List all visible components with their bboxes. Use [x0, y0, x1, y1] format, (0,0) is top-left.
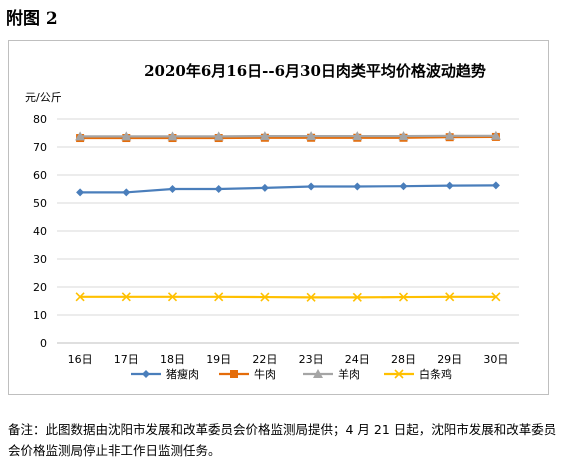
data-point	[214, 292, 224, 302]
legend-entry: 白条鸡	[384, 367, 452, 381]
x-tick-label: 22日	[252, 353, 277, 366]
line-chart: 2020年6月16日--6月30日肉类平均价格波动趋势 元/公斤 0 10 20 30…	[25, 62, 519, 381]
data-point	[491, 292, 501, 302]
data-point	[213, 131, 224, 141]
data-point	[260, 292, 270, 302]
data-point	[167, 131, 178, 141]
data-point	[259, 131, 270, 141]
data-point	[445, 181, 454, 190]
y-tick-label: 10	[33, 309, 47, 322]
data-point	[444, 130, 455, 140]
data-point	[491, 181, 500, 190]
y-tick-labels: 0 10 20 30 40 50 60 70 80	[33, 113, 47, 350]
data-point	[76, 188, 85, 197]
data-point	[167, 292, 178, 302]
x-tick-label: 28日	[391, 353, 416, 366]
legend-entry: 猪瘦肉	[131, 367, 199, 381]
legend-label: 猪瘦肉	[166, 367, 199, 381]
series-x	[75, 292, 501, 302]
y-tick-label: 30	[33, 253, 47, 266]
data-point	[307, 182, 316, 191]
y-tick-label: 0	[40, 337, 47, 350]
legend-marker	[230, 370, 238, 378]
data-point	[490, 130, 501, 140]
grid-lines	[57, 118, 519, 344]
series-diamond	[76, 181, 500, 197]
x-tick-label: 23日	[299, 353, 324, 366]
data-point	[398, 292, 409, 302]
legend-marker	[142, 370, 150, 378]
legend-entry: 羊肉	[303, 367, 360, 381]
series-line	[80, 295, 496, 299]
series-square	[76, 132, 500, 143]
y-tick-label: 70	[33, 141, 47, 154]
series-line	[80, 134, 496, 138]
x-tick-label: 24日	[345, 353, 370, 366]
data-point	[260, 183, 269, 192]
legend-label: 羊肉	[338, 367, 360, 381]
x-tick-label: 30日	[483, 353, 508, 366]
legend-entry: 牛肉	[219, 367, 276, 381]
series-lines	[75, 130, 501, 302]
y-tick-label: 60	[33, 169, 47, 182]
data-point	[398, 131, 409, 141]
data-point	[352, 292, 362, 302]
legend-label: 白条鸡	[419, 367, 452, 381]
data-point	[399, 182, 408, 191]
legend-label: 牛肉	[254, 367, 276, 381]
footnote: 备注：此图数据由沈阳市发展和改革委员会价格监测局提供；4 月 21 日起，沈阳市…	[8, 422, 557, 458]
y-tick-label: 80	[33, 113, 47, 126]
x-tick-label: 17日	[114, 353, 139, 366]
data-point	[75, 131, 86, 141]
chart-frame: 2020年6月16日--6月30日肉类平均价格波动趋势 元/公斤 0 10 20 30…	[8, 40, 549, 395]
data-point	[75, 292, 85, 302]
legend: 猪瘦肉 牛肉 羊肉 白条鸡	[131, 367, 452, 381]
x-tick-label: 16日	[68, 353, 93, 366]
y-tick-label: 40	[33, 225, 47, 238]
x-tick-label: 19日	[206, 353, 231, 366]
figure-heading: 附图 2	[6, 9, 58, 29]
data-point	[122, 188, 131, 197]
data-point	[121, 131, 132, 141]
x-tick-labels: 16日 17日 18日 19日 22日 23日 24日 28日 29日 30日	[68, 353, 509, 366]
x-tick-label: 18日	[160, 353, 185, 366]
data-point	[306, 292, 316, 302]
y-tick-label: 50	[33, 197, 47, 210]
data-point	[306, 131, 317, 141]
series-line	[80, 135, 496, 140]
chart-title: 2020年6月16日--6月30日肉类平均价格波动趋势	[144, 62, 486, 80]
data-point	[168, 185, 177, 193]
series-line	[80, 184, 496, 194]
legend-marker	[313, 369, 323, 378]
data-point	[214, 185, 223, 193]
x-tick-label: 29日	[437, 353, 462, 366]
y-axis-unit-label: 元/公斤	[25, 91, 62, 104]
data-point	[353, 182, 362, 191]
y-tick-label: 20	[33, 281, 47, 294]
data-point	[445, 292, 455, 302]
legend-marker	[394, 369, 404, 379]
data-point	[121, 292, 131, 302]
series-triangle	[75, 130, 501, 141]
data-point	[352, 131, 363, 141]
